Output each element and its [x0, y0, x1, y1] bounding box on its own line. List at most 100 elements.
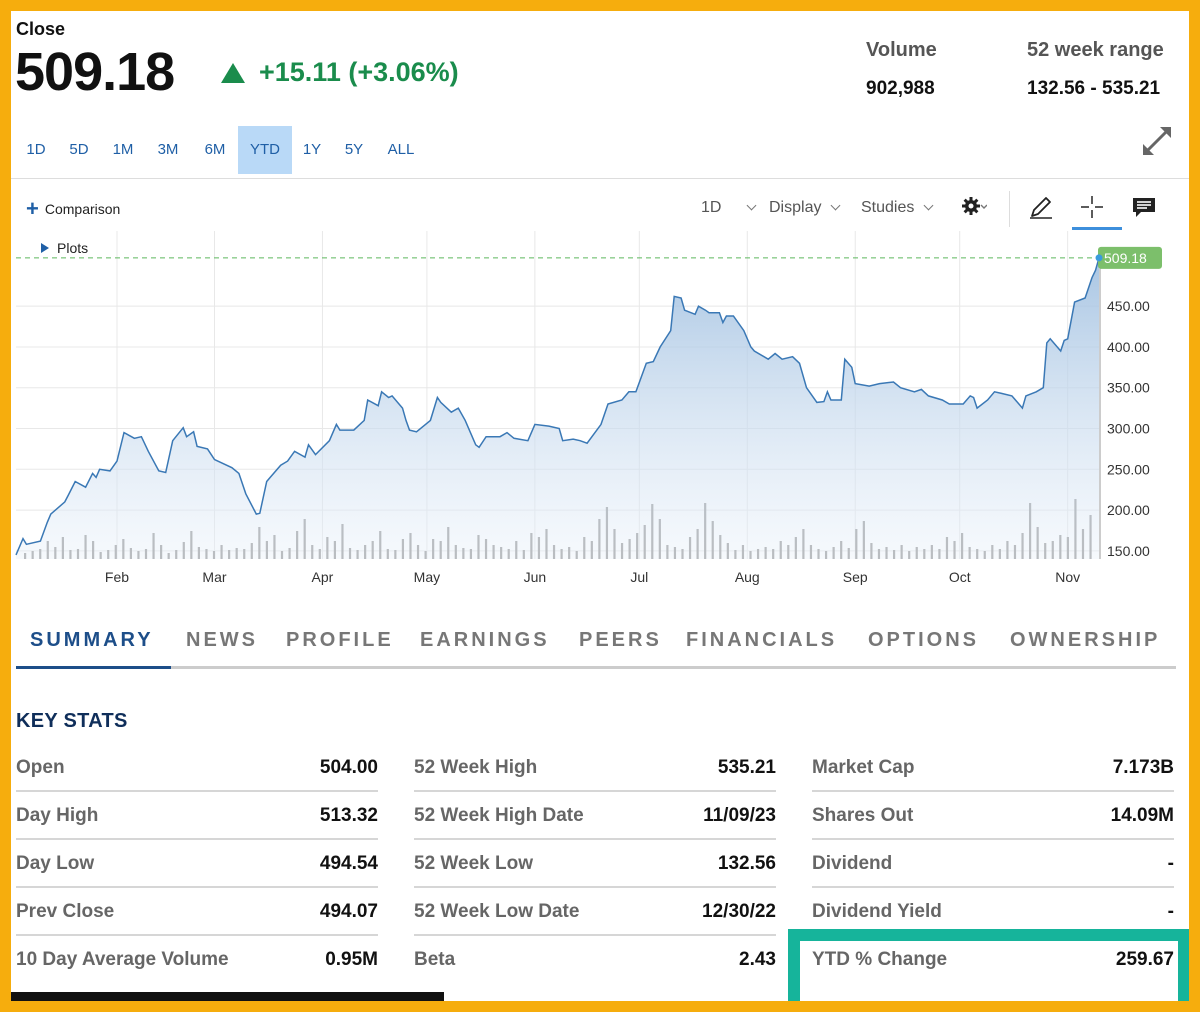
stat-value: 0.95M	[325, 949, 378, 970]
key-stats-title: KEY STATS	[16, 710, 128, 732]
stat-row-52-week-high-date: 52 Week High Date 11/09/23	[414, 792, 776, 840]
x-tick-label: Nov	[1055, 569, 1080, 585]
header-divider	[11, 178, 1189, 179]
y-tick-label: 400.00	[1107, 339, 1150, 355]
plots-label: Plots	[57, 240, 89, 256]
triangle-right-icon	[41, 243, 49, 253]
expand-icon[interactable]	[1139, 123, 1175, 159]
stat-value: 494.54	[319, 853, 378, 874]
comparison-label: Comparison	[44, 201, 121, 217]
stock-quote-page: Close 509.18 +15.11 (+3.06%) Volume 902,…	[11, 11, 1189, 1001]
tab-peers[interactable]: PEERS	[579, 629, 662, 651]
last-price-tag: 509.18	[1095, 246, 1162, 269]
stat-row-52-week-low-date: 52 Week Low Date 12/30/22	[414, 888, 776, 936]
stat-value: 12/30/22	[702, 901, 776, 922]
studies-label: Studies	[861, 199, 915, 216]
stat-label: Beta	[414, 949, 456, 970]
stat-row-ytd-change: YTD % Change 259.67	[812, 936, 1174, 984]
last-price-tag-text: 509.18	[1104, 250, 1147, 266]
range-tab-1m[interactable]: 1M	[112, 141, 134, 158]
price-line	[15, 257, 1100, 556]
stat-value: 7.173B	[1112, 757, 1174, 778]
ytd-highlight-box	[788, 929, 1189, 1001]
range-tab-3m[interactable]: 3M	[157, 141, 179, 158]
tab-profile[interactable]: PROFILE	[286, 629, 394, 651]
stat-label: Day High	[16, 805, 99, 826]
bottom-scrollbar	[11, 992, 444, 1001]
plus-icon: +	[26, 196, 39, 221]
stat-value: -	[1167, 901, 1174, 922]
price-chart[interactable]: 150.00 200.00 250.00 300.00 350.00 400.00 450.…	[11, 231, 1171, 596]
comparison-button[interactable]: + Comparison	[26, 196, 121, 221]
ytd-highlight-box-edge	[1178, 929, 1189, 1001]
stat-row-beta: Beta 2.43	[414, 936, 776, 984]
stat-label: Market Cap	[812, 757, 915, 778]
stat-row-10-day-avg-volume: 10 Day Average Volume 0.95M	[16, 936, 378, 984]
x-tick-label: May	[414, 569, 440, 585]
stat-value: -	[1167, 853, 1174, 874]
stat-row-day-high: Day High 513.32	[16, 792, 378, 840]
x-tick-label: Oct	[949, 569, 971, 585]
price-change: +15.11 (+3.06%)	[221, 57, 459, 88]
range-tab-6m[interactable]: 6M	[204, 141, 226, 158]
stat-value: 2.43	[739, 949, 776, 970]
plots-toggle[interactable]: Plots	[41, 240, 88, 256]
stat-label: 10 Day Average Volume	[16, 949, 229, 970]
tab-financials[interactable]: FINANCIALS	[686, 629, 838, 651]
stat-value: 14.09M	[1110, 805, 1174, 826]
interval-dropdown[interactable]: 1D	[701, 199, 757, 217]
active-tab-underline	[16, 666, 171, 669]
range-tab-5y[interactable]: 5Y	[344, 141, 364, 158]
range-tab-all[interactable]: ALL	[387, 141, 415, 158]
stat-value: 132.56	[717, 853, 776, 874]
y-tick-label: 200.00	[1107, 502, 1150, 518]
section-tabs: SUMMARY NEWS PROFILE EARNINGS PEERS FINA…	[16, 629, 1176, 669]
studies-dropdown[interactable]: Studies	[861, 199, 934, 217]
pencil-draw-icon[interactable]	[1028, 194, 1054, 220]
chevron-down-icon	[746, 200, 757, 211]
y-tick-label: 250.00	[1107, 461, 1150, 477]
interval-label: 1D	[701, 199, 722, 216]
range-tab-1y[interactable]: 1Y	[302, 141, 322, 158]
range-tab-ytd[interactable]: YTD	[238, 126, 292, 174]
tab-earnings[interactable]: EARNINGS	[420, 629, 550, 651]
comment-icon[interactable]	[1131, 194, 1157, 220]
tab-summary[interactable]: SUMMARY	[30, 629, 154, 651]
stat-row-day-low: Day Low 494.54	[16, 840, 378, 888]
range-tab-1d[interactable]: 1D	[26, 141, 46, 158]
stat-value: 494.07	[319, 901, 378, 922]
settings-gear-icon[interactable]	[961, 194, 987, 220]
tab-options[interactable]: OPTIONS	[868, 629, 980, 651]
tab-news[interactable]: NEWS	[186, 629, 258, 651]
stat-label: Dividend	[812, 853, 893, 874]
volume-value: 902,988	[866, 78, 935, 99]
x-tick-label: Apr	[312, 569, 334, 585]
chevron-down-icon	[923, 200, 934, 211]
price-area	[16, 257, 1099, 559]
crosshair-active-indicator	[1072, 227, 1122, 230]
tab-ownership[interactable]: OWNERSHIP	[1010, 629, 1161, 651]
stat-value: 513.32	[319, 805, 378, 826]
stat-label: Shares Out	[812, 805, 914, 826]
stat-label: 52 Week High Date	[414, 805, 584, 826]
x-tick-label: Jul	[630, 569, 648, 585]
display-dropdown[interactable]: Display	[769, 199, 841, 217]
range-value: 132.56 - 535.21	[1027, 78, 1161, 99]
y-tick-label: 350.00	[1107, 380, 1150, 396]
crosshair-icon[interactable]	[1079, 194, 1105, 220]
range-tab-5d[interactable]: 5D	[69, 141, 89, 158]
last-price: 509.18	[15, 42, 175, 102]
stat-label: YTD % Change	[812, 949, 948, 970]
stat-row-prev-close: Prev Close 494.07	[16, 888, 378, 936]
stat-row-market-cap: Market Cap 7.173B	[812, 744, 1174, 792]
stat-label: 52 Week High	[414, 757, 538, 778]
stat-value: 259.67	[1115, 949, 1174, 970]
stat-value: 535.21	[717, 757, 776, 778]
last-price-dot	[1095, 254, 1103, 262]
stat-row-open: Open 504.00	[16, 744, 378, 792]
stat-value: 11/09/23	[703, 805, 776, 826]
x-tick-label: Sep	[843, 569, 868, 585]
range-tabs: 1D 5D 1M 3M 6M YTD 1Y 5Y ALL	[16, 126, 426, 174]
chevron-down-icon	[830, 200, 841, 211]
range-label: 52 week range	[1027, 39, 1164, 61]
